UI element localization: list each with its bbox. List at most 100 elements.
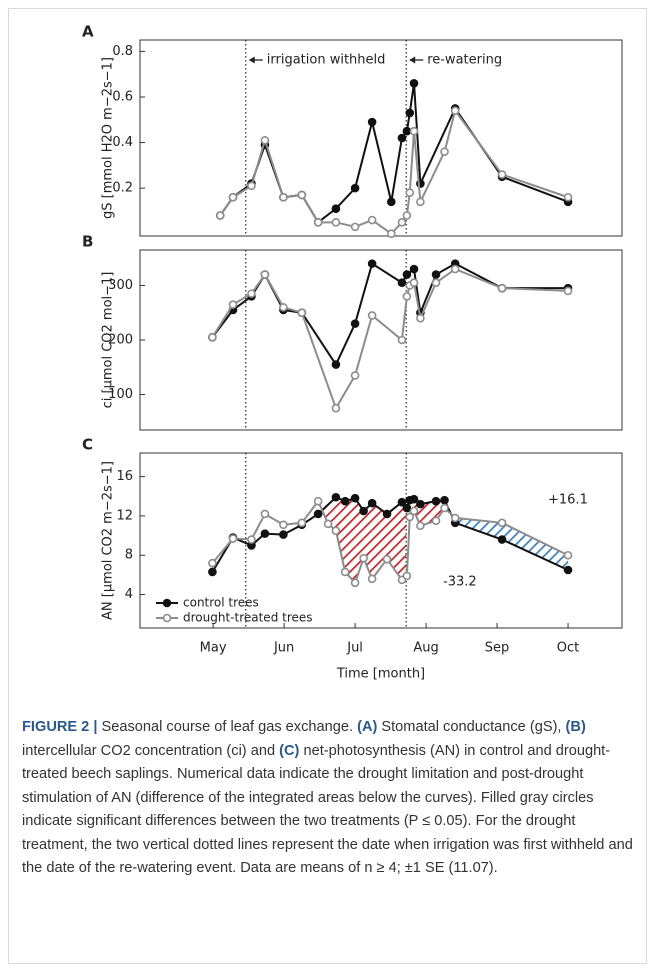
point [402,126,412,136]
point [409,494,419,504]
point [563,192,573,202]
x-axis-label: Time [month] [336,667,425,682]
point [405,512,415,522]
point [416,313,425,323]
point [208,558,217,568]
point [563,565,573,575]
point [397,335,407,345]
point [367,259,377,268]
caption-text: intercellular CO2 concentration (ci) and [22,742,280,759]
point [431,278,441,288]
point [313,509,323,519]
point [228,534,238,543]
caption-text: (A) [357,719,378,735]
legend-marker [162,613,172,623]
point [313,496,323,506]
point [431,496,441,506]
annotation: re-watering [427,53,502,68]
caption-text: (B) [565,719,586,735]
point [405,108,415,118]
point [402,270,412,279]
point [402,211,412,220]
point [297,308,307,318]
point [440,495,449,505]
point [215,211,225,220]
legend-label: drought-treated trees [183,611,313,625]
point [397,218,407,227]
point [313,218,323,227]
point [409,79,419,88]
point [208,332,217,342]
point [350,493,360,503]
point [297,518,307,528]
annotation: irrigation withheld [267,53,386,68]
point [382,554,392,564]
point [450,106,460,115]
point [386,197,396,207]
annotation: +16.1 [548,493,588,508]
y-tick-label: 8 [125,548,133,563]
y-axis-label: ci [µmol CO2 mol−1] [101,272,116,409]
point [331,204,341,213]
x-tick-label: Jun [273,641,294,656]
point [331,492,341,502]
panel-label: C [82,436,93,454]
point [397,133,407,143]
point [405,188,415,197]
point [497,535,507,544]
point [367,117,377,127]
y-tick-label: 100 [108,387,133,402]
point [228,192,238,202]
shaded-area [323,497,407,583]
point [279,192,288,202]
point [208,567,217,577]
point [260,509,270,519]
figure-frame [8,8,647,964]
series-line [211,262,569,367]
point [247,535,256,544]
y-tick-label: 0.2 [112,181,133,196]
point [350,222,360,232]
annotation: -33.2 [443,575,477,590]
y-tick-label: 0.8 [112,44,133,59]
point [402,503,412,513]
point [409,126,419,136]
y-tick-label: 16 [116,469,133,484]
point [450,264,460,274]
point [416,521,425,531]
y-tick-label: 300 [108,278,133,293]
point [350,319,360,328]
shaded-area [455,517,569,570]
point [350,183,360,193]
point [359,506,368,516]
caption-text: (C) [279,742,300,759]
point [247,181,256,191]
point [497,518,507,528]
point [402,292,412,301]
point [450,513,460,523]
caption-text: Seasonal course of leaf gas exchange. [97,719,358,735]
point [247,289,256,298]
point [323,519,333,529]
point [279,530,288,539]
point [279,520,288,530]
point [260,529,270,538]
panel-label: A [82,23,94,41]
x-tick-label: Sep [485,641,510,656]
point [359,553,368,563]
x-tick-label: Jul [346,641,363,656]
point [340,567,350,577]
y-tick-label: 4 [125,587,133,602]
point [331,403,341,413]
point [497,170,507,179]
point [382,509,392,519]
point [431,516,441,526]
point [386,229,396,239]
caption-text: net-photosynthesis (AN) in control and d… [22,742,633,877]
y-axis-label: AN [µmol CO2 m−2s−1] [101,461,116,620]
point [431,270,441,279]
point [416,197,425,207]
point [440,503,449,513]
